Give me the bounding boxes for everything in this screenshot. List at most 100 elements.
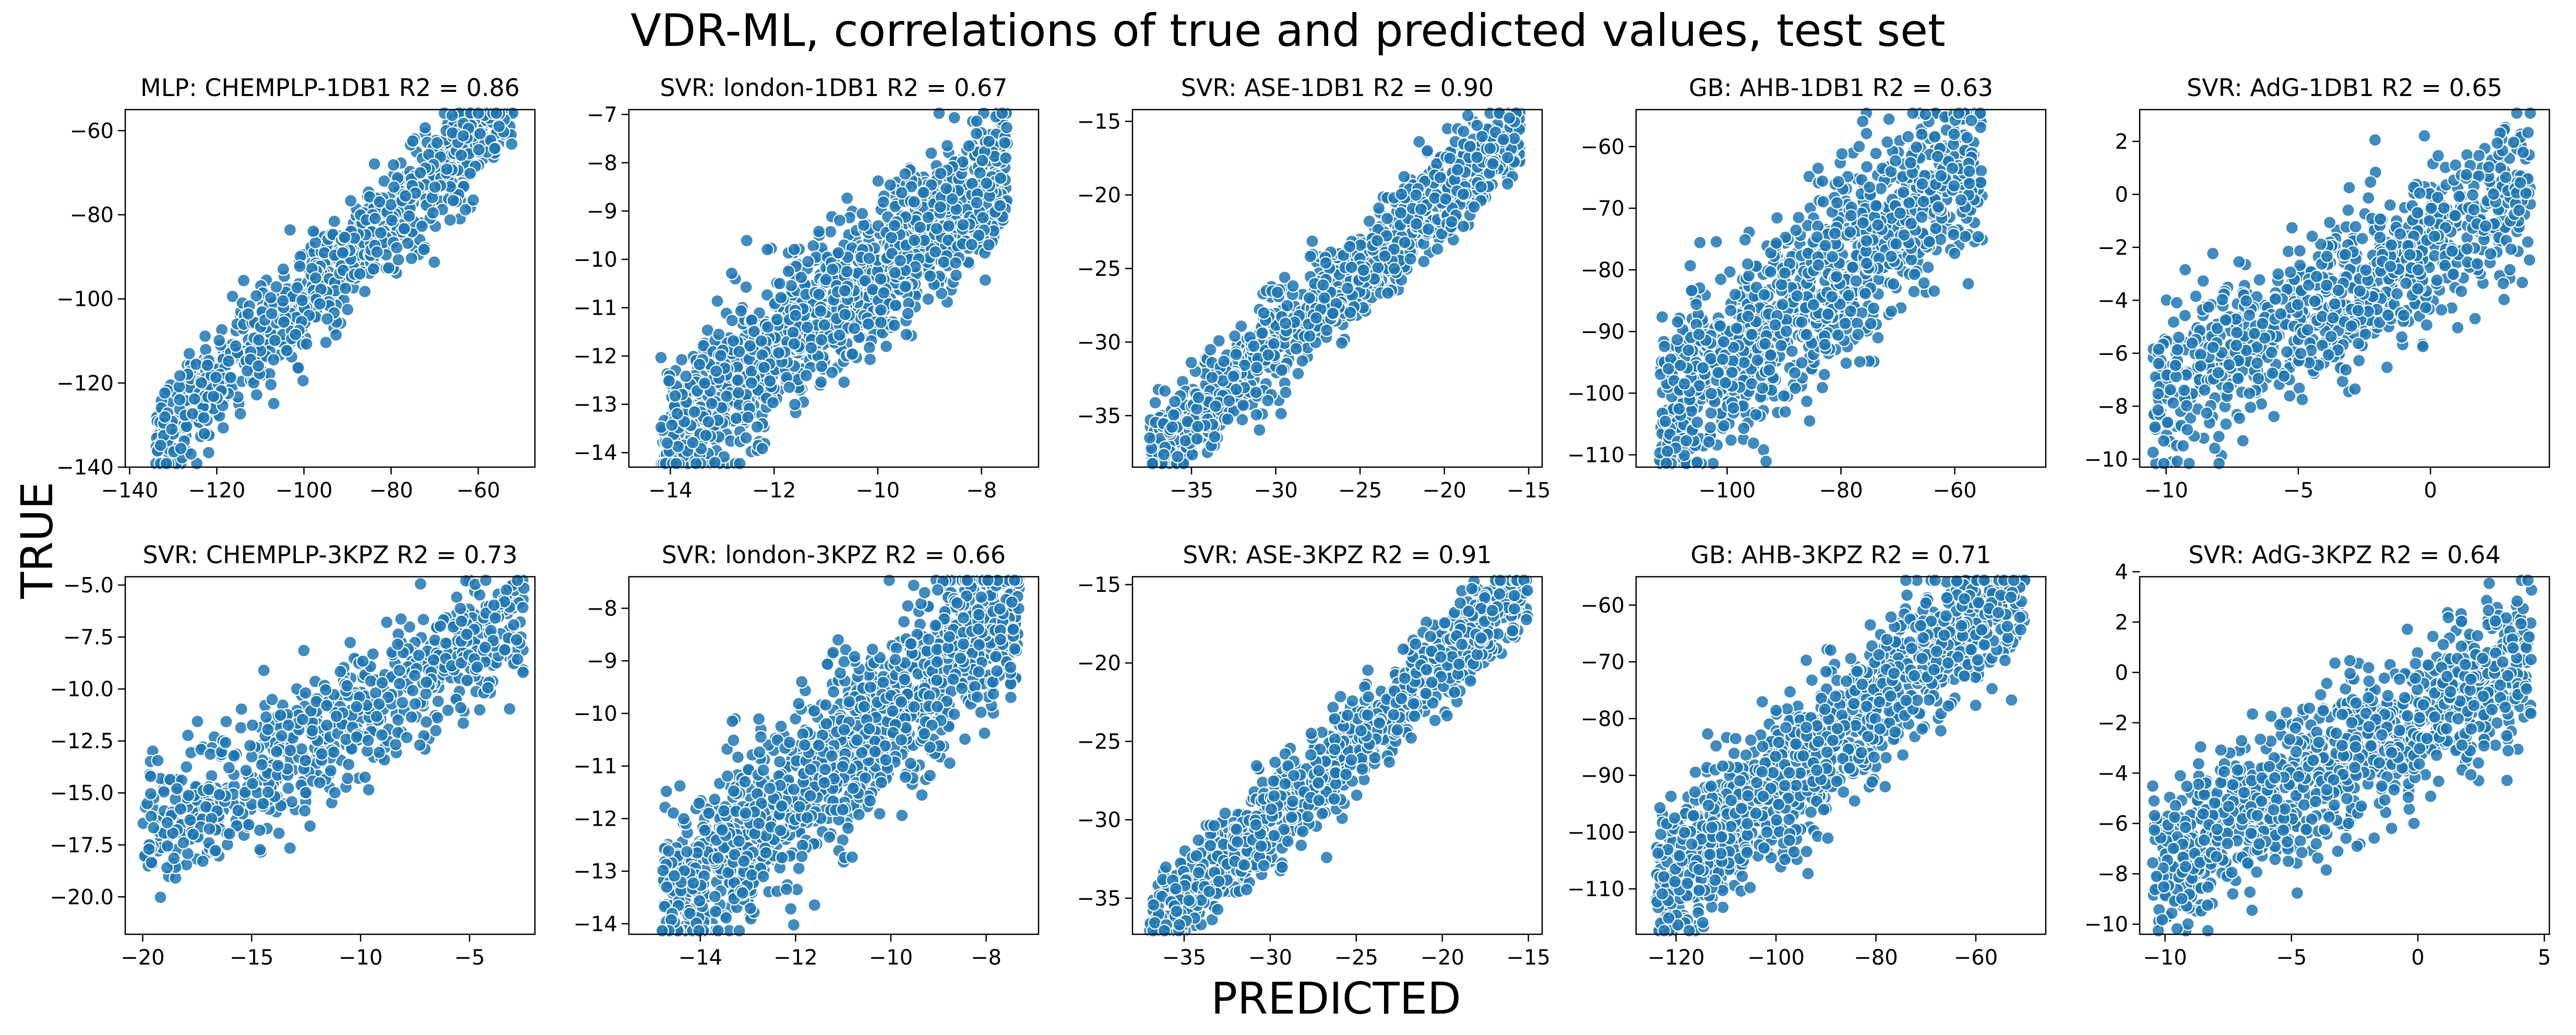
scatter-point [1274,407,1288,421]
x-tick-label: −80 [1819,479,1863,503]
scatter-point [430,136,444,150]
scatter-point [1474,180,1488,194]
scatter-point [1356,263,1370,277]
scatter-point [1851,327,1865,341]
scatter-point [1910,140,1924,154]
x-tick-label: −140 [101,479,158,503]
scatter-point [700,323,715,337]
scatter-point [1410,217,1424,231]
scatter-point [221,354,236,368]
scatter-point [845,347,860,361]
scatter-point [962,139,976,153]
scatter-point [290,280,304,295]
scatter-point [1397,170,1411,184]
scatter-point [1693,235,1707,249]
scatter-point [489,106,504,120]
figure-title: VDR-ML, correlations of true and predict… [630,5,1946,57]
scatter-point [1825,290,1839,304]
scatter-point [1421,222,1436,236]
scatter-point [1843,304,1858,318]
scatter-point [874,272,888,286]
scatter-point [693,358,707,372]
scatter-point [1217,354,1231,368]
scatter-point [1869,146,1883,161]
scatter-point [1253,423,1267,437]
scatter-point [277,315,291,329]
scatter-point [1143,431,1157,445]
scatter-point [956,218,970,232]
scatter-point [1815,380,1830,395]
scatter-point [939,182,953,196]
x-tick-label: −35 [1170,479,1213,503]
scatter-point [2252,273,2267,287]
scatter-point [1954,193,1968,207]
scatter-point [366,262,380,276]
scatter-point [385,213,399,228]
scatter-point [1274,363,1289,377]
y-tick-label: −120 [56,372,114,396]
scatter-point [306,224,320,239]
scatter-point [1724,303,1738,318]
scatter-point [1255,326,1269,340]
scatter-point [907,195,921,209]
scatter-point [1208,430,1222,444]
scatter-point [1445,215,1459,229]
scatter-point [812,224,826,239]
scatter-point [1171,449,1185,464]
scatter-point [417,243,431,257]
scatter-point [964,237,979,252]
scatter-point [1831,175,1845,189]
scatter-points [1143,106,1528,471]
scatter-point [1711,365,1725,380]
scatter-point [734,304,748,318]
scatter-point [1702,435,1716,449]
scatter-point [921,210,935,224]
scatter-point [1690,415,1704,430]
scatter-point [1309,311,1323,325]
scatter-point [338,281,353,295]
scatter-point [1165,420,1179,434]
scatter-point [1683,259,1697,273]
scatter-point [999,121,1014,135]
y-tick-label: −90 [1581,320,1625,344]
scatter-points [654,106,1015,471]
scatter-point [724,266,739,280]
scatter-point [443,213,457,227]
scatter-point [1457,124,1471,138]
scatter-point [1958,230,1972,244]
scatter-point [1916,194,1930,209]
scatter-point [236,273,251,288]
x-tick-label: −60 [456,479,500,503]
scatter-point [1749,408,1763,422]
scatter-point [934,166,948,181]
scatter-panel: MLP: CHEMPLP-1DB1 R2 = 0.86−140 −120 −100−… [56,74,536,503]
scatter-point [386,158,401,172]
scatter-point [1795,355,1809,370]
scatter-point [472,142,486,157]
scatter-point [1483,141,1497,156]
scatter-point [251,359,266,373]
scatter-point [732,344,746,359]
scatter-point [1717,419,1731,433]
scatter-point [1286,279,1300,293]
scatter-point [1795,315,1809,329]
scatter-point [1927,284,1941,298]
scatter-point [1463,139,1477,153]
scatter-point [353,267,367,281]
scatter-point [357,284,372,299]
y-tick-label: −140 [56,456,114,480]
scatter-point [847,322,862,336]
scatter-point [774,291,788,305]
scatter-point [1703,420,1718,435]
scatter-point [1921,260,1935,275]
scatter-point [787,242,802,256]
scatter-point [949,268,963,282]
scatter-point [320,312,335,326]
scatter-point [824,224,838,239]
scatter-point [1915,177,1929,191]
scatter-point [831,246,845,260]
scatter-point [1714,272,1728,287]
scatter-point [729,411,744,425]
scatter-point [1903,156,1917,170]
scatter-point [1387,261,1401,276]
